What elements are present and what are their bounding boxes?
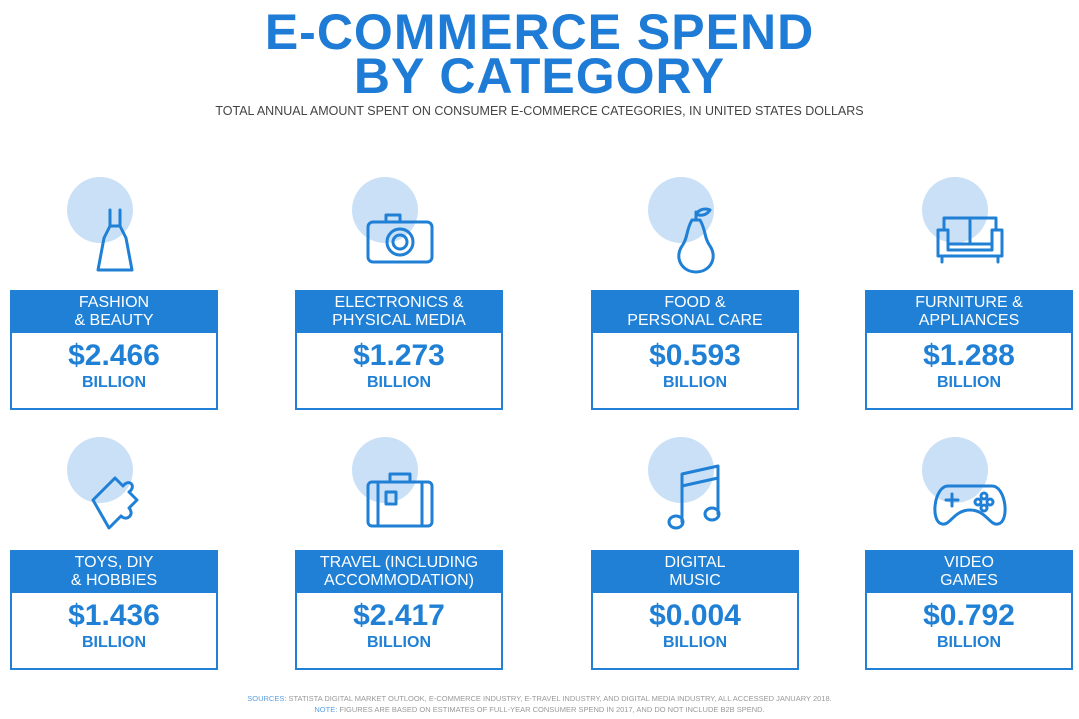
title: BY CATEGORY	[353, 48, 726, 104]
icon-shape	[933, 484, 1007, 526]
card-label: & BEAUTY	[74, 312, 154, 329]
category-icon	[677, 207, 715, 274]
card-label: TRAVEL (INCLUDING	[319, 554, 479, 571]
card-unit: BILLION	[367, 634, 431, 651]
icon-shape	[391, 233, 409, 251]
card-unit: BILLION	[663, 634, 727, 651]
card-label: & HOBBIES	[70, 572, 158, 589]
category-icon	[667, 464, 721, 530]
note-text: FIGURES ARE BASED ON ESTIMATES OF FULL-Y…	[339, 705, 765, 714]
icon-backdrop	[67, 437, 133, 503]
card-label: MUSIC	[669, 572, 721, 589]
sources-text: STATISTA DIGITAL MARKET OUTLOOK, E-COMME…	[288, 694, 832, 703]
card-amount: $1.273	[353, 339, 445, 372]
card-amount: $1.288	[923, 339, 1015, 372]
icon-shape	[979, 491, 989, 501]
note-label: NOTE:	[314, 705, 338, 714]
card-label: FURNITURE &	[915, 294, 1023, 311]
note: NOTE: FIGURES ARE BASED ON ESTIMATES OF …	[0, 705, 1079, 714]
card-body: $1.273 BILLION	[295, 333, 503, 410]
sources-label: SOURCES:	[247, 694, 287, 703]
card-header: FOOD & PERSONAL CARE	[591, 290, 799, 333]
icon-shape	[985, 497, 995, 507]
card-body: $2.466 BILLION	[10, 333, 218, 410]
icon-shape	[384, 213, 402, 224]
card-header: DIGITAL MUSIC	[591, 550, 799, 593]
card-label: PERSONAL CARE	[627, 312, 763, 329]
icon-shape	[384, 490, 398, 506]
icon-shape	[944, 492, 960, 508]
card-unit: BILLION	[937, 374, 1001, 391]
card-label: ELECTRONICS &	[334, 294, 464, 311]
card-header: FASHION & BEAUTY	[10, 290, 218, 333]
card-amount: $0.593	[649, 339, 741, 372]
card-body: $1.436 BILLION	[10, 593, 218, 670]
card-label: GAMES	[940, 572, 998, 589]
icon-shape	[677, 207, 715, 274]
card-label: APPLIANCES	[918, 312, 1020, 329]
card-label: VIDEO	[944, 554, 994, 571]
card-label: ACCOMMODATION)	[324, 572, 474, 589]
sources: SOURCES: STATISTA DIGITAL MARKET OUTLOOK…	[0, 694, 1079, 703]
icon-shape	[680, 464, 720, 524]
card-label: FOOD &	[664, 294, 726, 311]
card-label: TOYS, DIY	[74, 554, 154, 571]
card-unit: BILLION	[82, 374, 146, 391]
card-body: $0.792 BILLION	[865, 593, 1073, 670]
card-amount: $2.417	[353, 599, 445, 632]
subtitle: TOTAL ANNUAL AMOUNT SPENT ON CONSUMER E-…	[215, 104, 864, 118]
icon-shape	[96, 208, 134, 272]
icon-shape	[979, 503, 989, 513]
icon-shape	[385, 227, 415, 257]
icon-shape	[973, 497, 983, 507]
category-icon	[96, 208, 134, 272]
card-unit: BILLION	[367, 374, 431, 391]
category-icon	[933, 484, 1007, 526]
card-label: FASHION	[78, 294, 150, 311]
category-icon	[91, 476, 139, 530]
card-amount: $1.436	[68, 599, 160, 632]
card-body: $0.593 BILLION	[591, 333, 799, 410]
icon-shape	[667, 514, 685, 530]
icon-shape	[936, 216, 1004, 264]
card-unit: BILLION	[82, 634, 146, 651]
card-label: DIGITAL	[664, 554, 726, 571]
icon-shape	[366, 480, 434, 528]
card-header: FURNITURE & APPLIANCES	[865, 290, 1073, 333]
card-header: ELECTRONICS & PHYSICAL MEDIA	[295, 290, 503, 333]
card-body: $0.004 BILLION	[591, 593, 799, 670]
icon-shape	[376, 472, 424, 528]
card-unit: BILLION	[663, 374, 727, 391]
card-amount: $0.792	[923, 599, 1015, 632]
title: E-COMMERCE SPEND	[264, 4, 815, 60]
icon-shape	[703, 506, 721, 522]
category-icon	[366, 213, 434, 264]
icon-backdrop	[922, 177, 988, 243]
card-unit: BILLION	[937, 634, 1001, 651]
card-header: VIDEO GAMES	[865, 550, 1073, 593]
card-body: $2.417 BILLION	[295, 593, 503, 670]
card-amount: $0.004	[649, 599, 741, 632]
card-amount: $2.466	[68, 339, 160, 372]
icon-backdrop	[648, 437, 714, 503]
card-header: TRAVEL (INCLUDING ACCOMMODATION)	[295, 550, 503, 593]
category-icon	[936, 216, 1004, 264]
category-icon	[366, 472, 434, 528]
icon-shape	[91, 476, 139, 530]
card-label: PHYSICAL MEDIA	[332, 312, 466, 329]
card-header: TOYS, DIY & HOBBIES	[10, 550, 218, 593]
icon-backdrop	[648, 177, 714, 243]
card-body: $1.288 BILLION	[865, 333, 1073, 410]
